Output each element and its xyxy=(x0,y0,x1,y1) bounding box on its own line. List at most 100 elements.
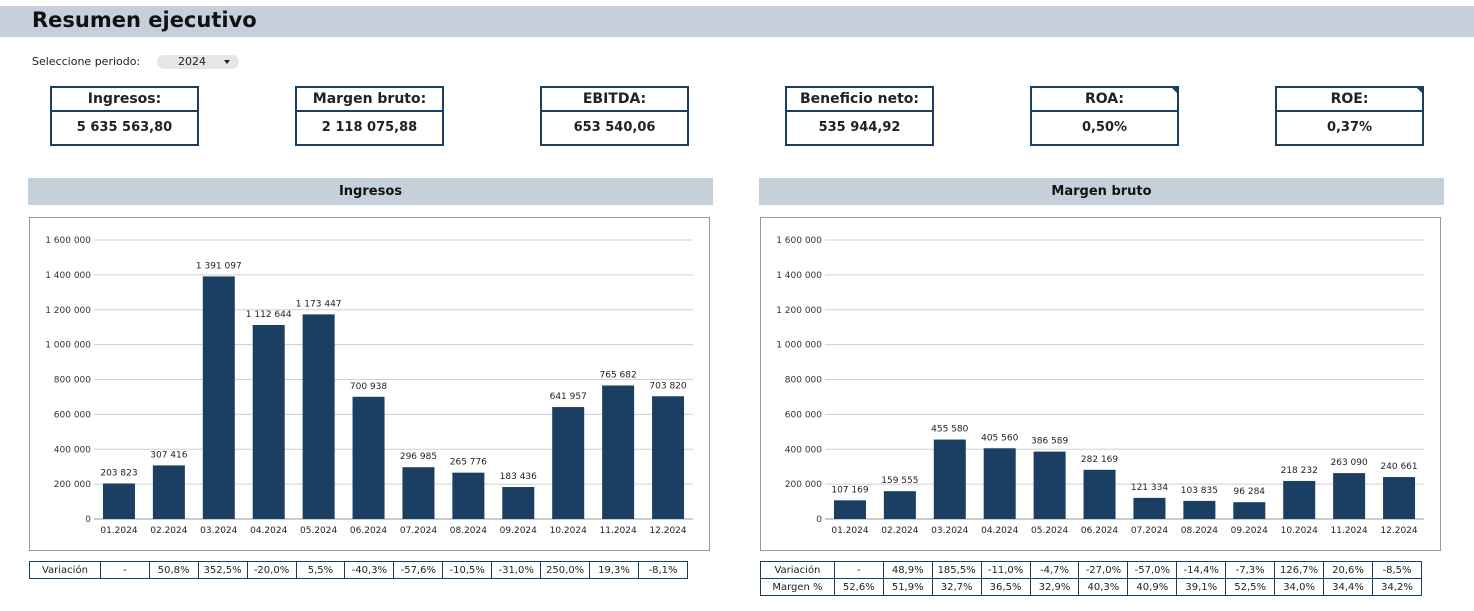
bar xyxy=(1383,477,1416,519)
y-tick-label: 1 400 000 xyxy=(776,271,822,281)
period-select[interactable]: 2024 xyxy=(157,55,239,69)
x-tick-label: 09.2024 xyxy=(500,526,537,536)
bar xyxy=(102,483,135,519)
table-cell: 51,9% xyxy=(882,578,933,596)
bar xyxy=(402,467,435,519)
table-cell: -40,3% xyxy=(344,561,395,579)
bar xyxy=(252,324,285,519)
y-tick-label: 1 600 000 xyxy=(45,236,91,246)
x-tick-label: 12.2024 xyxy=(649,526,686,536)
y-tick-label: 1 000 000 xyxy=(776,341,822,351)
kpi-label: ROE: xyxy=(1275,86,1424,112)
bar xyxy=(1333,473,1366,519)
data-label: 703 820 xyxy=(649,381,686,391)
data-label: 405 560 xyxy=(981,433,1018,443)
comment-indicator-icon[interactable] xyxy=(1172,88,1177,93)
data-label: 307 416 xyxy=(150,450,187,460)
chart-margen-bruto-svg: 0 200 000 400 000 600 000 800 000 1 000 000 1 … xyxy=(776,236,1424,536)
table-cell: -8,5% xyxy=(1371,561,1423,579)
x-tick-label: 10.2024 xyxy=(1281,526,1318,536)
table-margen-bruto: Variación -48,9% 185,5% -11,0% -4,7% -27,0% -5… xyxy=(760,561,1423,596)
kpi-value: 535 944,92 xyxy=(785,110,934,146)
kpi-label: Ingresos: xyxy=(50,86,199,112)
comment-indicator-icon[interactable] xyxy=(1417,88,1422,93)
y-tick-label: 1 200 000 xyxy=(776,306,822,316)
x-tick-label: 06.2024 xyxy=(1081,526,1118,536)
x-tick-label: 03.2024 xyxy=(200,526,237,536)
table-cell: -10,5% xyxy=(442,561,493,579)
x-tick-label: 08.2024 xyxy=(450,526,487,536)
table-cell: -20,0% xyxy=(246,561,297,579)
bar xyxy=(833,500,866,519)
section-header-ingresos: Ingresos xyxy=(28,178,713,205)
kpi-label: EBITDA: xyxy=(540,86,689,112)
table-cell: -7,3% xyxy=(1225,561,1276,579)
bar xyxy=(552,407,585,519)
x-tick-label: 08.2024 xyxy=(1181,526,1218,536)
table-cell: 34,0% xyxy=(1274,578,1325,596)
table-cell: 352,5% xyxy=(197,561,248,579)
kpi-beneficio-neto: Beneficio neto: 535 944,92 xyxy=(785,86,934,146)
kpi-value: 5 635 563,80 xyxy=(50,110,199,146)
kpi-value: 2 118 075,88 xyxy=(295,110,444,146)
bar xyxy=(652,396,685,519)
chart-ingresos: 0 200 000 400 000 600 000 800 000 1 000 000 1 … xyxy=(29,217,710,551)
y-tick-label: 200 000 xyxy=(54,480,91,490)
kpi-margen-bruto: Margen bruto: 2 118 075,88 xyxy=(295,86,444,146)
x-tick-label: 03.2024 xyxy=(931,526,968,536)
y-tick-label: 600 000 xyxy=(54,410,91,420)
y-tick-label: 1 000 000 xyxy=(45,341,91,351)
kpi-roe: ROE: 0,37% xyxy=(1275,86,1424,146)
x-tick-label: 07.2024 xyxy=(1131,526,1168,536)
table-cell: 185,5% xyxy=(931,561,982,579)
x-tick-label: 11.2024 xyxy=(1331,526,1368,536)
table-cell: 32,9% xyxy=(1029,578,1080,596)
x-tick-label: 04.2024 xyxy=(250,526,287,536)
row-label: Margen % xyxy=(760,578,835,596)
x-tick-label: 09.2024 xyxy=(1231,526,1268,536)
data-label: 765 682 xyxy=(600,370,637,380)
y-tick-label: 800 000 xyxy=(54,376,91,386)
y-tick-label: 0 xyxy=(816,515,822,525)
kpi-ingresos: Ingresos: 5 635 563,80 xyxy=(50,86,199,146)
x-tick-label: 02.2024 xyxy=(881,526,918,536)
kpi-label: Margen bruto: xyxy=(295,86,444,112)
table-cell: -27,0% xyxy=(1078,561,1129,579)
data-label: 263 090 xyxy=(1331,458,1368,468)
x-tick-label: 06.2024 xyxy=(350,526,387,536)
data-label: 203 823 xyxy=(100,468,137,478)
data-label: 641 957 xyxy=(550,392,587,402)
bar xyxy=(1133,497,1166,519)
kpi-ebitda: EBITDA: 653 540,06 xyxy=(540,86,689,146)
kpi-value: 0,50% xyxy=(1030,110,1179,146)
data-label: 218 232 xyxy=(1281,466,1318,476)
table-cell: 50,8% xyxy=(148,561,199,579)
y-tick-label: 800 000 xyxy=(785,376,822,386)
bar xyxy=(1083,469,1116,519)
data-label: 107 169 xyxy=(831,485,868,495)
table-cell: -4,7% xyxy=(1029,561,1080,579)
bar xyxy=(883,491,916,519)
y-tick-label: 400 000 xyxy=(54,445,91,455)
data-label: 282 169 xyxy=(1081,455,1118,465)
table-cell: - xyxy=(99,561,150,579)
y-tick-label: 200 000 xyxy=(785,480,822,490)
bar xyxy=(502,487,535,519)
data-label: 296 985 xyxy=(400,452,437,462)
data-label: 386 589 xyxy=(1031,437,1068,447)
table-cell: 36,5% xyxy=(980,578,1031,596)
bar xyxy=(933,439,966,519)
chart-margen-bruto: 0 200 000 400 000 600 000 800 000 1 000 000 1 … xyxy=(760,217,1441,551)
data-label: 183 436 xyxy=(500,472,537,482)
data-label: 1 391 097 xyxy=(196,261,242,271)
x-tick-label: 07.2024 xyxy=(400,526,437,536)
data-label: 103 835 xyxy=(1181,486,1218,496)
table-row: Variación -48,9% 185,5% -11,0% -4,7% -27,0% -5… xyxy=(760,561,1423,579)
x-tick-label: 10.2024 xyxy=(550,526,587,536)
table-cell: - xyxy=(833,561,884,579)
bar xyxy=(1183,500,1216,519)
table-cell: 250,0% xyxy=(540,561,591,579)
table-cell: 52,6% xyxy=(833,578,884,596)
table-cell: 32,7% xyxy=(931,578,982,596)
data-label: 159 555 xyxy=(881,476,918,486)
